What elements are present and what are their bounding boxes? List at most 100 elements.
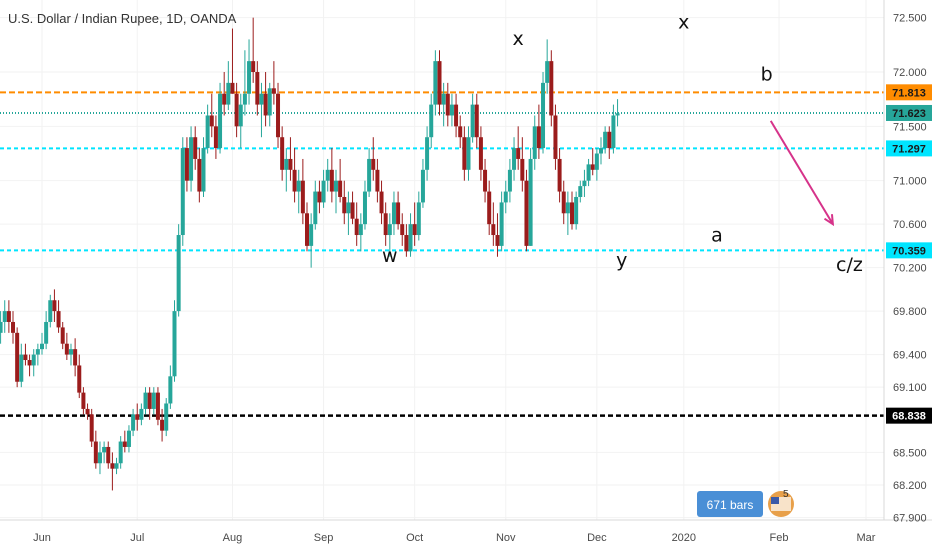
- candle-body: [23, 354, 28, 361]
- candle-body: [122, 441, 127, 447]
- candle-body: [263, 93, 268, 116]
- candle-body: [242, 93, 247, 105]
- candle-body: [296, 180, 301, 192]
- candle-body: [420, 169, 425, 203]
- candle-body: [603, 131, 608, 149]
- y-tick-label: 67.900: [893, 513, 927, 525]
- candle-body: [218, 93, 223, 149]
- wave-label: x: [678, 12, 689, 34]
- candle-body: [126, 430, 131, 447]
- candle-body: [234, 93, 239, 127]
- candle-body: [338, 180, 343, 197]
- bars-count-label: 671 bars: [707, 498, 754, 512]
- candle-body: [528, 158, 533, 246]
- candle-body: [106, 446, 111, 464]
- y-tick-label: 71.500: [893, 121, 927, 133]
- candle-body: [362, 191, 367, 225]
- candle-body: [449, 104, 454, 116]
- wave-label: c/z: [836, 254, 863, 276]
- candle-body: [582, 180, 587, 187]
- candle-body: [300, 180, 305, 214]
- wave-label: w: [382, 245, 398, 267]
- wave-annotations: x x b w y a c/z: [382, 12, 863, 276]
- y-tick-label: 69.400: [893, 350, 927, 362]
- candle-body: [288, 158, 293, 170]
- candle-body: [309, 224, 314, 246]
- candle-body: [168, 376, 173, 404]
- grid: [0, 0, 884, 520]
- candle-body: [230, 82, 235, 94]
- candle-body: [400, 224, 405, 236]
- candle-body: [143, 392, 148, 409]
- candle-body: [68, 349, 73, 355]
- candle-body: [77, 365, 82, 393]
- y-tick-label: 68.500: [893, 447, 927, 459]
- candle-body: [470, 104, 475, 138]
- candle-body: [561, 191, 566, 214]
- candle-body: [284, 158, 289, 170]
- candle-body: [536, 126, 541, 149]
- candle-body: [259, 93, 264, 105]
- candle-body: [280, 137, 285, 170]
- candle-body: [615, 113, 620, 116]
- price-tag: [886, 104, 932, 121]
- candle-body: [462, 137, 467, 170]
- candle-body: [408, 224, 413, 252]
- candle-body: [499, 202, 504, 246]
- x-tick-label: Aug: [223, 532, 243, 544]
- candle-body: [267, 88, 272, 116]
- candle-body: [387, 224, 392, 236]
- candle-body: [437, 61, 442, 105]
- bars-count-badge[interactable]: 671 bars 5: [697, 489, 794, 517]
- candle-body: [429, 104, 434, 138]
- candle-body: [110, 463, 115, 469]
- candle-body: [222, 93, 227, 105]
- candle-body: [358, 224, 363, 236]
- candle-body: [40, 343, 44, 350]
- wave-label: a: [711, 225, 723, 247]
- candle-body: [131, 414, 136, 431]
- price-tag-label: 71.813: [892, 87, 926, 99]
- candle-body: [425, 137, 430, 170]
- price-tag: [886, 242, 932, 259]
- candle-body: [441, 93, 446, 105]
- candle-body: [354, 218, 359, 236]
- candle-body: [197, 158, 202, 192]
- candle-body: [2, 311, 7, 322]
- candle-body: [48, 300, 53, 322]
- candle-body: [478, 137, 483, 170]
- price-axis[interactable]: 72.500 72.000 71.500 71.000 70.600 70.200 69.8…: [893, 13, 927, 525]
- candle-body: [44, 321, 49, 344]
- time-axis[interactable]: Jun Jul Aug Sep Oct Nov Dec 2020 Feb Mar: [33, 532, 876, 544]
- y-tick-label: 72.500: [893, 13, 927, 25]
- candle-body: [160, 419, 165, 431]
- chart-title: U.S. Dollar / Indian Rupee, 1D, OANDA: [8, 11, 237, 26]
- candle-body: [532, 126, 537, 159]
- candle-body: [487, 191, 492, 225]
- x-tick-label: Jul: [130, 532, 144, 544]
- candle-body: [578, 186, 583, 197]
- y-tick-label: 72.000: [893, 67, 927, 79]
- candle-body: [553, 115, 558, 159]
- candle-body: [97, 452, 102, 464]
- candle-body: [102, 446, 107, 453]
- bars-count-background: [697, 491, 763, 517]
- candle-body: [329, 169, 334, 192]
- wave-label: x: [513, 28, 524, 50]
- candle-body: [15, 332, 20, 382]
- y-tick-label: 71.000: [893, 176, 927, 188]
- candle-body: [594, 153, 599, 170]
- candle-body: [474, 104, 479, 138]
- candle-body: [342, 196, 347, 214]
- horizontal-levels: [0, 91, 884, 417]
- candle-body: [73, 349, 78, 366]
- candle-body: [503, 191, 508, 203]
- price-tag-label: 70.359: [892, 245, 926, 257]
- candle-body: [292, 169, 297, 192]
- candle-body: [89, 414, 94, 442]
- candle-body: [155, 392, 160, 420]
- candle-body: [255, 72, 260, 105]
- candle-body: [545, 61, 550, 83]
- candle-body: [321, 180, 326, 203]
